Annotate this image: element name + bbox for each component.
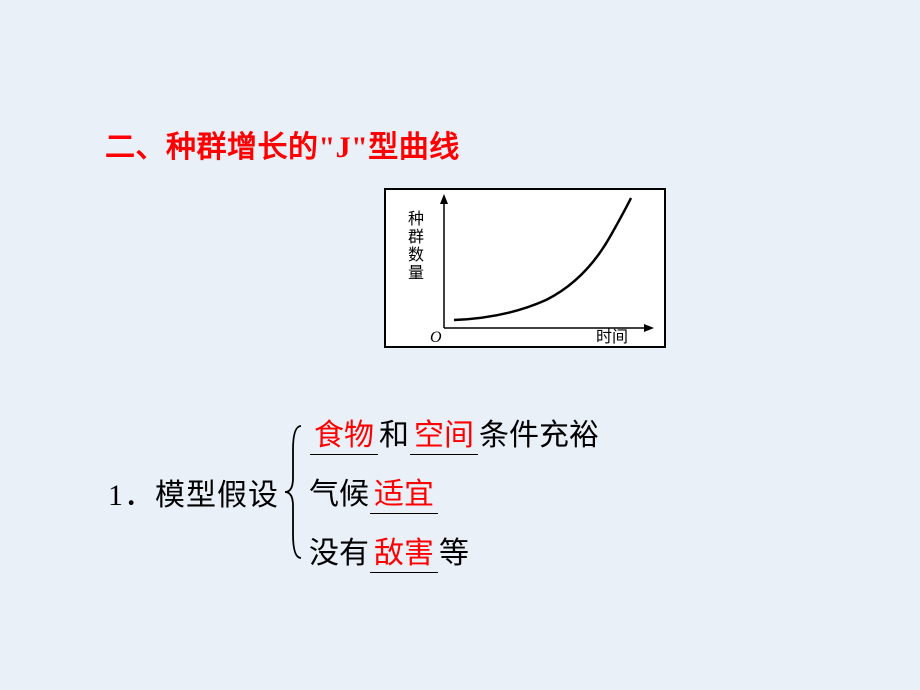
condition-text: 没有: [309, 528, 369, 572]
model-assumption: 1．模型假设 食物和空间条件充裕气候适宜没有敌害等: [108, 410, 599, 573]
condition-text: 条件充裕: [479, 410, 599, 454]
condition-line: 食物和空间条件充裕: [309, 410, 599, 455]
left-brace-icon: [283, 422, 307, 562]
j-curve: [454, 198, 631, 320]
j-curve-chart: 种 群 数 量 O 时间: [384, 188, 666, 348]
condition-text: 和: [379, 410, 409, 454]
fill-blank: 空间: [410, 410, 478, 455]
condition-line: 没有敌害等: [309, 528, 599, 573]
slide: 二、种群增长的"J"型曲线 种 群 数 量 O 时间 1．模型假设 食物和空间条…: [0, 0, 920, 690]
fill-blank: 食物: [310, 410, 378, 455]
condition-text: 气候: [309, 469, 369, 513]
svg-text:数: 数: [408, 246, 424, 264]
x-axis-label: 时间: [596, 328, 628, 346]
svg-text:群: 群: [408, 228, 424, 246]
origin-label: O: [430, 329, 442, 346]
svg-text:种: 种: [408, 210, 424, 228]
condition-text: 等: [439, 528, 469, 572]
section-title: 二、种群增长的"J"型曲线: [105, 122, 460, 166]
condition-line: 气候适宜: [309, 469, 599, 514]
conditions-list: 食物和空间条件充裕气候适宜没有敌害等: [309, 410, 599, 573]
model-prefix: 1．模型假设: [108, 470, 279, 514]
fill-blank: 敌害: [370, 528, 438, 573]
svg-text:量: 量: [408, 265, 424, 282]
chart-svg: 种 群 数 量 O 时间: [386, 190, 664, 346]
fill-blank: 适宜: [370, 469, 438, 514]
